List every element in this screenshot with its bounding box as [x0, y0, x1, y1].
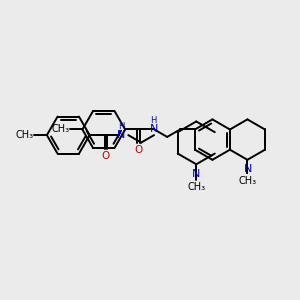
Text: CH₃: CH₃ — [51, 124, 69, 134]
Text: O: O — [135, 145, 143, 155]
Text: CH₃: CH₃ — [238, 176, 256, 186]
Text: N: N — [244, 164, 252, 174]
Text: CH₃: CH₃ — [15, 130, 33, 140]
Text: N: N — [191, 169, 200, 179]
Text: H: H — [151, 116, 157, 125]
Text: H: H — [118, 122, 124, 131]
Text: CH₃: CH₃ — [187, 182, 205, 192]
Text: O: O — [102, 151, 110, 161]
Text: N: N — [117, 130, 125, 140]
Text: N: N — [149, 124, 158, 134]
